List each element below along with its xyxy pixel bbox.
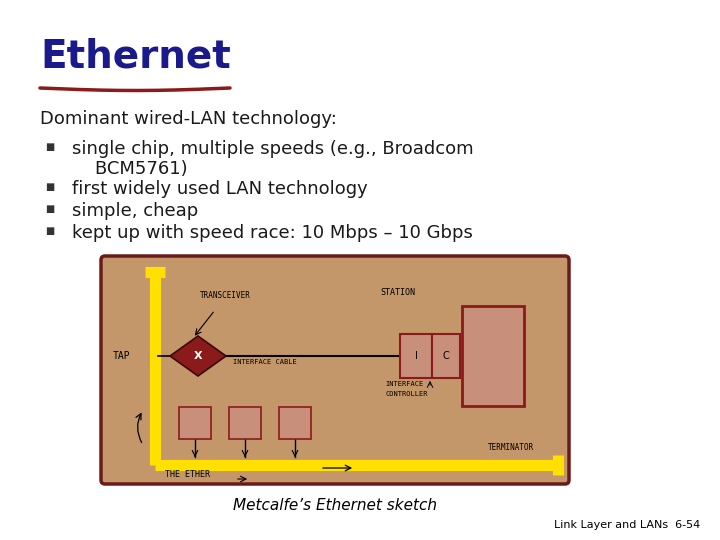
- Text: X: X: [194, 351, 202, 361]
- Bar: [229, 407, 261, 439]
- Text: Metcalfe’s Ethernet sketch: Metcalfe’s Ethernet sketch: [233, 498, 437, 513]
- Text: simple, cheap: simple, cheap: [72, 202, 198, 220]
- Text: Dominant wired-LAN technology:: Dominant wired-LAN technology:: [40, 110, 337, 128]
- Text: first widely used LAN technology: first widely used LAN technology: [72, 180, 368, 198]
- Bar: [279, 407, 311, 439]
- Text: ■: ■: [45, 226, 54, 236]
- Text: ■: ■: [45, 182, 54, 192]
- Text: I: I: [415, 351, 418, 361]
- Text: STATION: STATION: [380, 288, 415, 297]
- Bar: [462, 306, 524, 406]
- Text: TAP: TAP: [113, 351, 130, 361]
- Text: C: C: [443, 351, 449, 361]
- Text: CONTROLLER: CONTROLLER: [385, 391, 428, 397]
- Polygon shape: [170, 336, 226, 376]
- Text: ■: ■: [45, 204, 54, 214]
- Text: THE ETHER: THE ETHER: [165, 470, 210, 479]
- Text: INTERFACE: INTERFACE: [385, 381, 423, 387]
- Text: INTERFACE CABLE: INTERFACE CABLE: [233, 359, 297, 365]
- Bar: [432, 334, 460, 378]
- Text: BCM5761): BCM5761): [72, 160, 188, 178]
- Text: ■: ■: [45, 142, 54, 152]
- Text: kept up with speed race: 10 Mbps – 10 Gbps: kept up with speed race: 10 Mbps – 10 Gb…: [72, 224, 473, 242]
- Bar: [179, 407, 211, 439]
- Text: Ethernet: Ethernet: [40, 38, 230, 76]
- Text: TRANSCEIVER: TRANSCEIVER: [200, 291, 251, 300]
- Text: single chip, multiple speeds (e.g., Broadcom: single chip, multiple speeds (e.g., Broa…: [72, 140, 474, 158]
- FancyBboxPatch shape: [101, 256, 569, 484]
- Text: TERMINATOR: TERMINATOR: [488, 443, 534, 452]
- Text: Link Layer and LANs  6-54: Link Layer and LANs 6-54: [554, 520, 700, 530]
- Bar: [400, 334, 432, 378]
